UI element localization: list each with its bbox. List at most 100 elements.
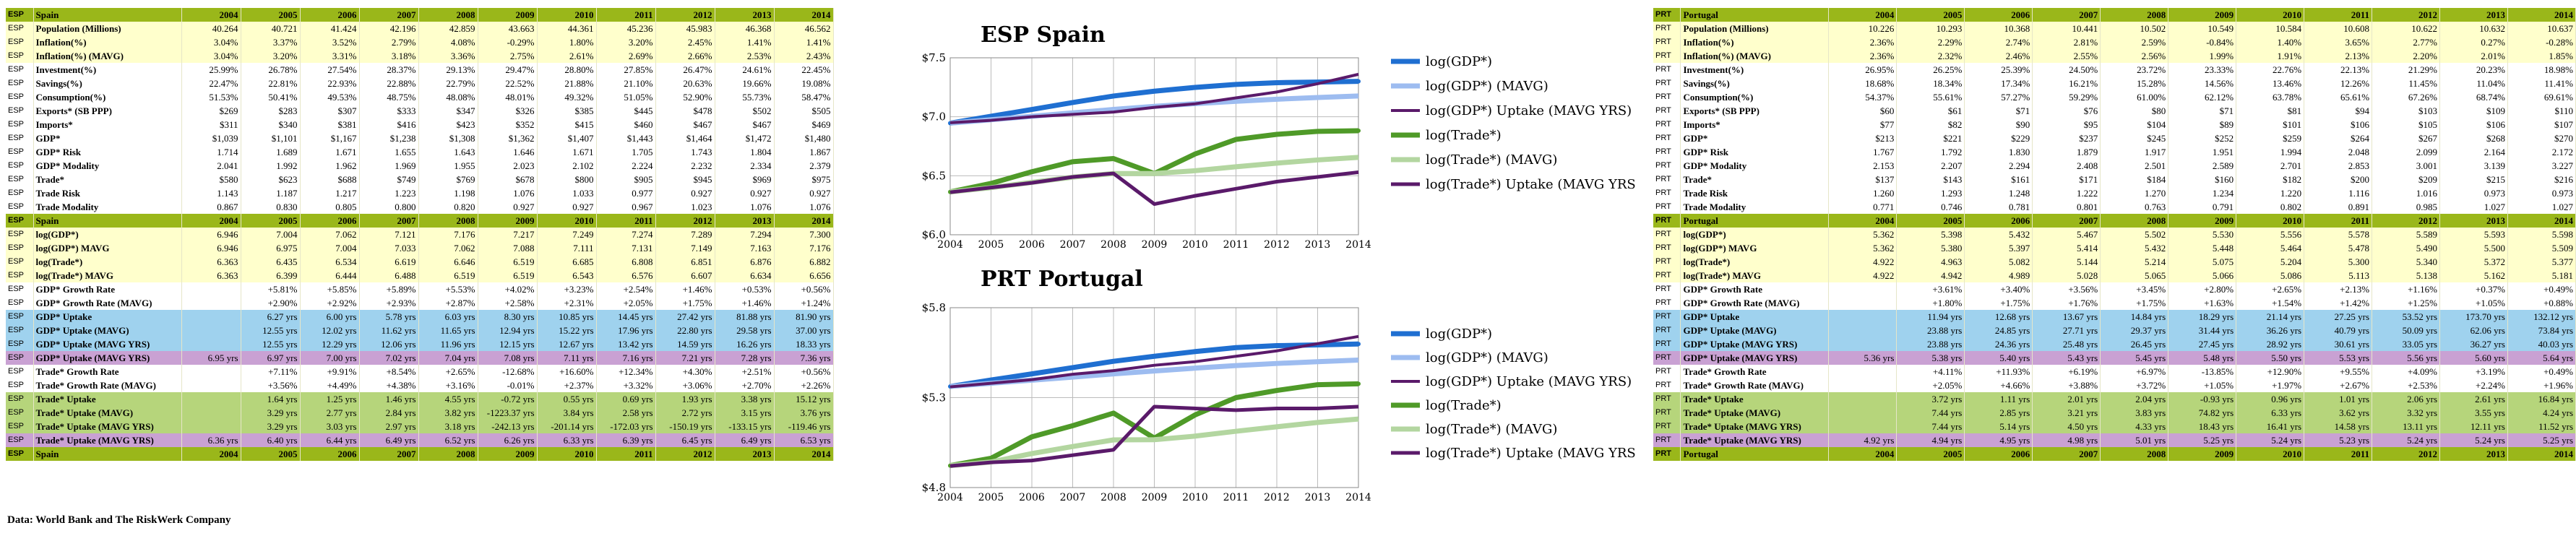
value-cell: $1,238: [359, 131, 419, 145]
legend-label: log(Trade*) Uptake (MAVG YRS): [1426, 177, 1637, 192]
value-cell: +2.13%: [2304, 282, 2373, 296]
x-tick-label: 2006: [1019, 492, 1045, 503]
country-code-cell: PRT: [1653, 228, 1681, 241]
country-code-cell: ESP: [6, 378, 34, 392]
value-cell: 3.76 yrs: [774, 406, 834, 420]
value-cell: -119.46 yrs: [774, 420, 834, 433]
value-cell: $580: [181, 173, 241, 186]
value-cell: 2.334: [715, 159, 775, 173]
value-cell: 2.224: [596, 159, 656, 173]
value-cell: $1,101: [241, 131, 301, 145]
value-cell: 7.36 yrs: [774, 351, 834, 365]
value-cell: 1.689: [241, 145, 301, 159]
value-cell: 4.98 yrs: [2032, 433, 2101, 447]
value-cell: +3.40%: [1964, 282, 2033, 296]
country-code-cell: ESP: [6, 63, 34, 77]
table-row: ESP Trade Risk 1.143 1.187 1.217 1.223 1.198 1.…: [6, 186, 834, 200]
value-cell: 46.368: [715, 22, 775, 35]
country-code-cell: PRT: [1653, 200, 1681, 214]
value-cell: $110: [2507, 104, 2576, 118]
value-cell: +2.53%: [2372, 378, 2440, 392]
value-cell: 1.792: [1896, 145, 1965, 159]
row-label-cell: Inflation(%) (MAVG): [1680, 49, 1830, 63]
value-cell: $104: [2100, 118, 2169, 131]
country-code-cell: ESP: [6, 255, 34, 269]
value-cell: 0.805: [300, 200, 360, 214]
value-cell: 25.99%: [181, 63, 241, 77]
value-cell: 40.03 yrs: [2507, 337, 2576, 351]
value-cell: $221: [1896, 131, 1965, 145]
value-cell: 5.490: [2372, 241, 2440, 255]
value-cell: 14.45 yrs: [596, 310, 656, 324]
value-cell: 11.45%: [2372, 77, 2440, 90]
value-cell: 2007: [359, 8, 419, 22]
value-cell: 69.61%: [2507, 90, 2576, 104]
table-row: PRT log(GDP*) 5.362 5.398 5.432 5.467 5.502 5.5…: [1653, 228, 2576, 241]
country-code-cell: PRT: [1653, 104, 1681, 118]
value-cell: -0.28%: [2507, 35, 2576, 49]
value-cell: $77: [1828, 118, 1897, 131]
x-tick-label: 2014: [1345, 239, 1371, 251]
value-cell: $160: [2168, 173, 2237, 186]
y-tick-label: $5.3: [922, 391, 946, 404]
value-cell: 2005: [241, 447, 301, 461]
value-cell: 48.01%: [478, 90, 538, 104]
value-cell: 1.46 yrs: [359, 392, 419, 406]
value-cell: 22.81%: [241, 77, 301, 90]
value-cell: +3.23%: [537, 282, 597, 296]
value-cell: $90: [1964, 118, 2033, 131]
value-cell: 10.293: [1896, 22, 1965, 35]
value-cell: 26.95%: [1828, 63, 1897, 77]
legend-label: log(Trade*): [1426, 398, 1502, 413]
row-label-cell: GDP* Modality: [1680, 159, 1830, 173]
value-cell: [1828, 282, 1897, 296]
value-cell: +2.51%: [715, 365, 775, 378]
value-cell: 0.927: [478, 200, 538, 214]
value-cell: 2008: [418, 214, 478, 228]
country-code-cell: ESP: [6, 35, 34, 49]
value-cell: +6.97%: [2100, 365, 2169, 378]
value-cell: 22.47%: [181, 77, 241, 90]
value-cell: 2013: [2439, 214, 2508, 228]
country-code-cell: ESP: [6, 173, 34, 186]
value-cell: 4.55 yrs: [418, 392, 478, 406]
value-cell: $975: [774, 173, 834, 186]
value-cell: 10.549: [2168, 22, 2237, 35]
value-cell: 2006: [1964, 214, 2033, 228]
value-cell: 2012: [2372, 447, 2440, 461]
value-cell: 2.56%: [2100, 49, 2169, 63]
value-cell: 4.922: [1828, 255, 1897, 269]
country-code-cell: PRT: [1653, 310, 1681, 324]
value-cell: 2.29%: [1896, 35, 1965, 49]
value-cell: +3.88%: [2032, 378, 2101, 392]
value-cell: 12.55 yrs: [241, 324, 301, 337]
value-cell: 10.584: [2236, 22, 2305, 35]
value-cell: 6.363: [181, 269, 241, 282]
value-cell: 5.530: [2168, 228, 2237, 241]
row-label-cell: GDP* Uptake (MAVG): [33, 324, 182, 337]
series-point: [1152, 89, 1157, 94]
series-point: [1233, 395, 1239, 400]
x-tick-label: 2013: [1305, 239, 1331, 251]
value-cell: 1.714: [181, 145, 241, 159]
table-header-row: ESP Spain 2004 2005 2006 2007 2008 2009 2010 2011…: [6, 214, 834, 228]
value-cell: $264: [2304, 131, 2373, 145]
value-cell: -0.72 yrs: [478, 392, 538, 406]
value-cell: 5.414: [2032, 241, 2101, 255]
row-label-cell: Trade Risk: [1680, 186, 1830, 200]
table-row: PRT Trade* Uptake (MAVG YRS) 7.44 yrs 5.14 …: [1653, 420, 2576, 433]
value-cell: 6.52 yrs: [418, 433, 478, 447]
value-cell: 2012: [2372, 214, 2440, 228]
value-cell: 2.01%: [2439, 49, 2508, 63]
value-cell: 22.76%: [2236, 63, 2305, 77]
value-cell: 2.102: [537, 159, 597, 173]
row-label-cell: Population (Millions): [33, 22, 182, 35]
table-row: ESP Inflation(%) 3.04% 3.37% 3.52% 2.79% 4.08%…: [6, 35, 834, 49]
value-cell: 2012: [655, 214, 715, 228]
row-label-cell: GDP* Uptake (MAVG YRS): [1680, 351, 1830, 365]
country-code-cell: PRT: [1653, 378, 1681, 392]
country-code-cell: PRT: [1653, 118, 1681, 131]
value-cell: 2011: [596, 8, 656, 22]
value-cell: +3.16%: [418, 378, 478, 392]
value-cell: 6.444: [300, 269, 360, 282]
